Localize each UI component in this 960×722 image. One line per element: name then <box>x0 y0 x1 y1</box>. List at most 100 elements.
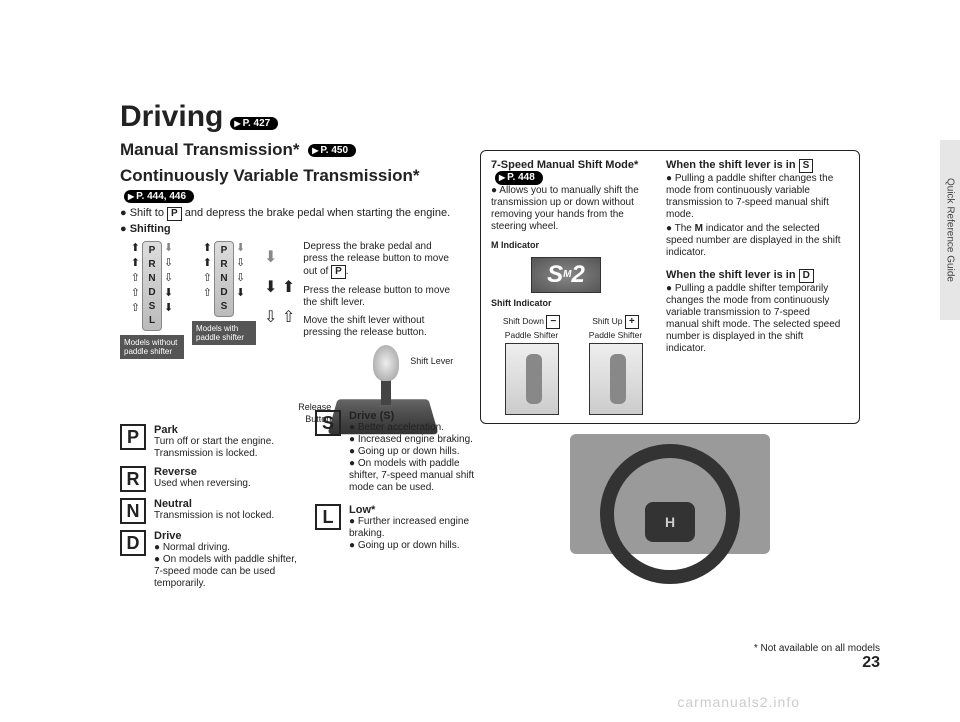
gear-r-l1: Used when reversing. <box>154 478 304 490</box>
box-h-text: 7-Speed Manual Shift Mode* <box>491 159 638 171</box>
arrow-col-down-b: ⬇⇩⇩⬇ <box>236 241 245 317</box>
gear-title-n: Neutral <box>154 498 304 510</box>
arrow-col-solid-b: ⬆⬆⇧⇧ <box>203 241 212 317</box>
gear-park: P Park Turn off or start the engine. Tra… <box>120 424 310 460</box>
title-row: Driving P. 427 <box>120 100 880 134</box>
steering-wheel-photo <box>570 434 770 554</box>
gear-p-l1: Turn off or start the engine. <box>154 436 304 448</box>
gear-list-col2: S Drive (S) Better acceleration. Increas… <box>315 410 475 558</box>
d-h-pre: When the shift lever is in <box>666 269 799 281</box>
gear-s-b4: On models with paddle shifter, 7-speed m… <box>349 458 475 494</box>
lever-prndsl: P R N D S L <box>142 241 162 331</box>
page-ref-7speed: P. 448 <box>495 171 543 185</box>
page-ref-cvt: P. 444, 446 <box>124 190 194 203</box>
right-column: 7-Speed Manual Shift Mode* P. 448 Allows… <box>480 150 860 554</box>
sm2-m: M <box>563 269 571 281</box>
instr-1: Depress the brake pedal and press the re… <box>303 241 453 279</box>
lever-prnds: P R N D S <box>214 241 234 317</box>
pd-down-post: Paddle Shifter <box>505 330 558 340</box>
watermark: carmanuals2.info <box>677 694 800 710</box>
paddle-down-img <box>505 343 559 415</box>
wheel-hub-logo <box>645 502 695 542</box>
caption-paddle: Models with paddle shifter <box>192 321 256 345</box>
page-ref-manual: P. 450 <box>308 144 356 157</box>
gear-drive-s: S Drive (S) Better acceleration. Increas… <box>315 410 475 494</box>
gear-title-s: Drive (S) <box>349 410 475 422</box>
gear-list-col1: P Park Turn off or start the engine. Tra… <box>120 424 310 596</box>
gear-letter-n: N <box>120 498 146 524</box>
s-box-icon: S <box>799 159 814 173</box>
gear-d-b1: Normal driving. <box>154 542 304 554</box>
page-ref-driving: P. 427 <box>230 117 278 130</box>
instr1-post: . <box>346 266 349 277</box>
shifting-label: Shifting <box>130 223 171 235</box>
arrow-col-solid: ⬆⬆⇧⇧⇧ <box>131 241 140 331</box>
gear-s-b2: Increased engine braking. <box>349 434 475 446</box>
s-b2-bold: M <box>695 223 703 234</box>
paddle-down: Shift Down − Paddle Shifter <box>493 315 571 415</box>
gear-title-p: Park <box>154 424 304 436</box>
gear-letter-r: R <box>120 466 146 492</box>
h2a-text: Manual Transmission* <box>120 140 300 159</box>
paddle-row: Shift Down − Paddle Shifter Shift Up + P… <box>491 315 656 415</box>
shift-col-no-paddle: ⬆⬆⇧⇧⇧ P R N D S L ⬇⇩⇩⬇⬇ Models without p… <box>120 241 184 435</box>
s-bullet-2: The M indicator and the selected speed n… <box>666 223 841 259</box>
seven-speed-desc: Allows you to manually shift the transmi… <box>491 185 656 233</box>
gear-p-l2: Transmission is locked. <box>154 448 304 460</box>
sm2-display: SM2 <box>531 257 601 293</box>
caption-no-paddle: Models without paddle shifter <box>120 335 184 359</box>
shift-col-paddle: ⬆⬆⇧⇧ P R N D S ⬇⇩⇩⬇ Models with paddle s… <box>192 241 256 435</box>
gear-title-r: Reverse <box>154 466 304 478</box>
paddle-up: Shift Up + Paddle Shifter <box>577 315 655 415</box>
pd-down-pre: Shift Down <box>503 316 546 326</box>
d-box-icon: D <box>799 269 814 283</box>
minus-icon: − <box>546 315 560 329</box>
when-in-s-heading: When the shift lever is in S <box>666 159 841 173</box>
shift-indicator-label: Shift Indicator <box>491 297 552 309</box>
gear-s-b3: Going up or down hills. <box>349 446 475 458</box>
gear-neutral: N Neutral Transmission is not locked. <box>120 498 310 524</box>
wheel-ring <box>600 444 740 584</box>
page-title: Driving <box>120 100 223 134</box>
when-in-d-heading: When the shift lever is in D <box>666 269 841 283</box>
gear-reverse: R Reverse Used when reversing. <box>120 466 310 492</box>
d-bullet-1: Pulling a paddle shifter temporarily cha… <box>666 283 841 355</box>
seven-speed-heading: 7-Speed Manual Shift Mode* P. 448 <box>491 159 656 185</box>
gear-drive: D Drive Normal driving. On models with p… <box>120 530 310 590</box>
page-footer: * Not available on all models 23 <box>120 643 880 672</box>
footnote: * Not available on all models <box>754 643 880 654</box>
plus-icon: + <box>625 315 639 329</box>
gear-n-l1: Transmission is not locked. <box>154 510 304 522</box>
gear-low: L Low* Further increased engine braking.… <box>315 504 475 552</box>
seven-speed-box: 7-Speed Manual Shift Mode* P. 448 Allows… <box>480 150 860 424</box>
instr-3: Move the shift lever without pressing th… <box>303 315 453 339</box>
lever-knob <box>373 345 399 381</box>
p-box-icon: P <box>167 207 182 221</box>
instr-2: Press the release button to move the shi… <box>303 285 453 309</box>
gear-l-b2: Going up or down hills. <box>349 540 475 552</box>
paddle-up-img <box>589 343 643 415</box>
pd-up-post: Paddle Shifter <box>589 330 642 340</box>
gear-letter-l: L <box>315 504 341 530</box>
gear-l-b1: Further increased engine braking. <box>349 516 475 540</box>
page-content: Driving P. 427 Manual Transmission* P. 4… <box>120 100 880 660</box>
side-tab: Quick Reference Guide <box>940 140 960 320</box>
line1-post: and depress the brake pedal when startin… <box>182 207 450 219</box>
s-bullet-1: Pulling a paddle shifter changes the mod… <box>666 173 841 221</box>
instr1-pre: Depress the brake pedal and press the re… <box>303 241 449 277</box>
s-b2-pre: The <box>675 223 695 234</box>
indicator-figure: M Indicator SM2 Shift Indicator <box>491 239 656 309</box>
gear-d-b2: On models with paddle shifter, 7-speed m… <box>154 554 304 590</box>
gear-title-d: Drive <box>154 530 304 542</box>
line1-pre: Shift to <box>130 207 167 219</box>
pd-up-pre: Shift Up <box>592 316 625 326</box>
seven-speed-right: When the shift lever is in S Pulling a p… <box>666 159 841 415</box>
m-indicator-label: M Indicator <box>491 239 539 251</box>
gear-letter-p: P <box>120 424 146 450</box>
page-number: 23 <box>754 654 880 672</box>
gear-s-b1: Better acceleration. <box>349 422 475 434</box>
arrow-col-down: ⬇⇩⇩⬇⬇ <box>164 241 173 331</box>
gear-letter-s: S <box>315 410 341 436</box>
seven-speed-left: 7-Speed Manual Shift Mode* P. 448 Allows… <box>491 159 656 415</box>
gear-letter-d: D <box>120 530 146 556</box>
